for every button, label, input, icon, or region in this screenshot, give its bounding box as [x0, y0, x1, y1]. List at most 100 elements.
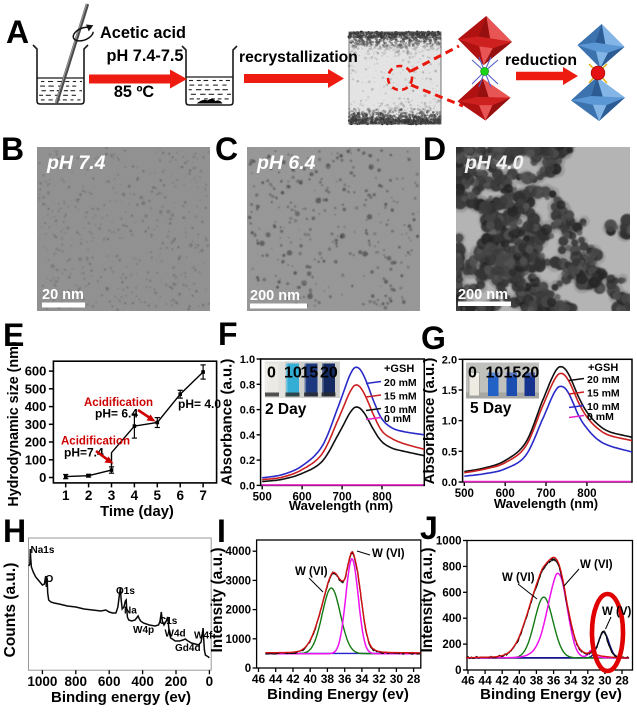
svg-text:5: 5: [154, 488, 162, 503]
svg-text:800: 800: [577, 488, 596, 500]
svg-text:600: 600: [496, 488, 515, 500]
svg-text:20 mM: 20 mM: [587, 374, 620, 386]
svg-text:36: 36: [338, 672, 352, 686]
svg-text:Acidification: Acidification: [84, 397, 153, 409]
svg-text:+GSH: +GSH: [588, 362, 618, 374]
svg-text:Binding energy (ev): Binding energy (ev): [51, 689, 191, 706]
svg-text:I: I: [217, 513, 226, 549]
svg-text:6: 6: [176, 488, 184, 503]
svg-text:34: 34: [355, 672, 369, 686]
svg-text:Gd4d: Gd4d: [175, 643, 201, 654]
svg-text:0.5: 0.5: [442, 446, 457, 458]
svg-text:Na: Na: [124, 606, 137, 617]
svg-text:15: 15: [504, 365, 522, 382]
svg-text:40: 40: [304, 672, 318, 686]
svg-text:+GSH: +GSH: [384, 363, 414, 375]
svg-text:40: 40: [513, 674, 527, 688]
svg-text:20 nm: 20 nm: [42, 287, 84, 303]
svg-text:200 nm: 200 nm: [250, 288, 300, 304]
svg-text:400: 400: [25, 399, 47, 414]
svg-text:Intensity (a.u.): Intensity (a.u.): [419, 547, 436, 652]
svg-text:28: 28: [407, 672, 421, 686]
svg-text:pH= 4.0: pH= 4.0: [178, 397, 221, 411]
svg-text:42: 42: [286, 672, 300, 686]
svg-text:10: 10: [486, 365, 504, 382]
svg-text:Binding Energy (ev): Binding Energy (ev): [480, 686, 622, 703]
svg-text:1000: 1000: [27, 674, 57, 689]
svg-text:32: 32: [581, 674, 595, 688]
svg-text:4000: 4000: [226, 546, 252, 558]
svg-text:0.4: 0.4: [240, 430, 256, 442]
svg-text:200 nm: 200 nm: [458, 287, 508, 303]
svg-text:W (V): W (V): [602, 606, 632, 618]
svg-text:W (VI): W (VI): [295, 566, 328, 578]
svg-text:1: 1: [62, 488, 70, 503]
svg-text:1.5: 1.5: [442, 385, 457, 397]
svg-text:Na1s: Na1s: [31, 545, 55, 556]
svg-text:W (VI): W (VI): [372, 548, 405, 560]
svg-text:Time (day): Time (day): [100, 504, 174, 520]
svg-text:O1s: O1s: [116, 586, 135, 597]
svg-text:0: 0: [206, 674, 214, 689]
svg-text:pH 7.4-7.5: pH 7.4-7.5: [107, 47, 184, 65]
svg-text:G: G: [421, 320, 446, 356]
svg-text:20: 20: [320, 365, 338, 382]
svg-text:0: 0: [267, 365, 276, 382]
svg-text:42: 42: [496, 674, 510, 688]
svg-text:2000: 2000: [226, 605, 252, 617]
svg-text:85 ºC: 85 ºC: [114, 83, 155, 101]
svg-text:15 mM: 15 mM: [384, 391, 417, 403]
svg-text:400: 400: [442, 613, 461, 625]
svg-text:2.0: 2.0: [442, 354, 457, 366]
svg-text:600: 600: [25, 364, 47, 379]
svg-text:20 mM: 20 mM: [384, 377, 417, 389]
svg-text:J: J: [420, 510, 438, 546]
svg-text:800: 800: [65, 674, 88, 689]
svg-text:3000: 3000: [226, 575, 252, 587]
svg-text:600: 600: [442, 587, 461, 599]
svg-text:5 Day: 5 Day: [470, 400, 512, 417]
svg-text:2 Day: 2 Day: [265, 401, 307, 418]
svg-text:44: 44: [269, 672, 283, 686]
svg-text:C1s: C1s: [159, 616, 178, 627]
svg-text:0: 0: [245, 663, 251, 675]
svg-text:0 mM: 0 mM: [587, 411, 614, 423]
svg-text:200: 200: [165, 674, 188, 689]
svg-text:600: 600: [293, 491, 312, 503]
svg-text:E: E: [3, 317, 24, 353]
svg-text:800: 800: [442, 561, 461, 573]
svg-text:32: 32: [372, 672, 386, 686]
svg-text:0: 0: [468, 365, 477, 382]
svg-text:38: 38: [530, 674, 544, 688]
svg-text:Acidification: Acidification: [61, 436, 130, 448]
svg-text:C: C: [215, 131, 238, 167]
svg-text:pH 6.4: pH 6.4: [256, 152, 316, 174]
svg-text:1000: 1000: [226, 634, 252, 646]
svg-text:W (VI): W (VI): [502, 572, 535, 584]
svg-text:4: 4: [131, 488, 139, 503]
svg-text:800: 800: [372, 491, 391, 503]
svg-text:Wavelength (nm): Wavelength (nm): [494, 496, 598, 511]
svg-text:D: D: [423, 131, 446, 167]
svg-text:Counts (a.u.): Counts (a.u.): [2, 563, 19, 658]
svg-text:0.8: 0.8: [240, 379, 255, 391]
svg-text:A: A: [6, 14, 29, 50]
svg-text:38: 38: [321, 672, 335, 686]
svg-text:30: 30: [598, 674, 612, 688]
svg-text:34: 34: [564, 674, 578, 688]
svg-text:500: 500: [253, 491, 272, 503]
svg-text:W (VI): W (VI): [580, 559, 613, 571]
svg-text:W4d: W4d: [165, 629, 186, 640]
svg-text:reduction: reduction: [505, 52, 577, 69]
svg-text:Wavelength (nm): Wavelength (nm): [289, 498, 393, 513]
svg-text:600: 600: [98, 674, 121, 689]
svg-text:Binding Energy (ev): Binding Energy (ev): [267, 686, 409, 703]
svg-text:7: 7: [199, 488, 207, 503]
svg-text:O: O: [46, 574, 54, 585]
svg-text:20: 20: [522, 365, 540, 382]
svg-text:B: B: [1, 131, 24, 167]
svg-text:44: 44: [478, 674, 492, 688]
svg-text:200: 200: [442, 639, 461, 651]
svg-text:36: 36: [547, 674, 561, 688]
svg-text:0: 0: [455, 665, 461, 677]
